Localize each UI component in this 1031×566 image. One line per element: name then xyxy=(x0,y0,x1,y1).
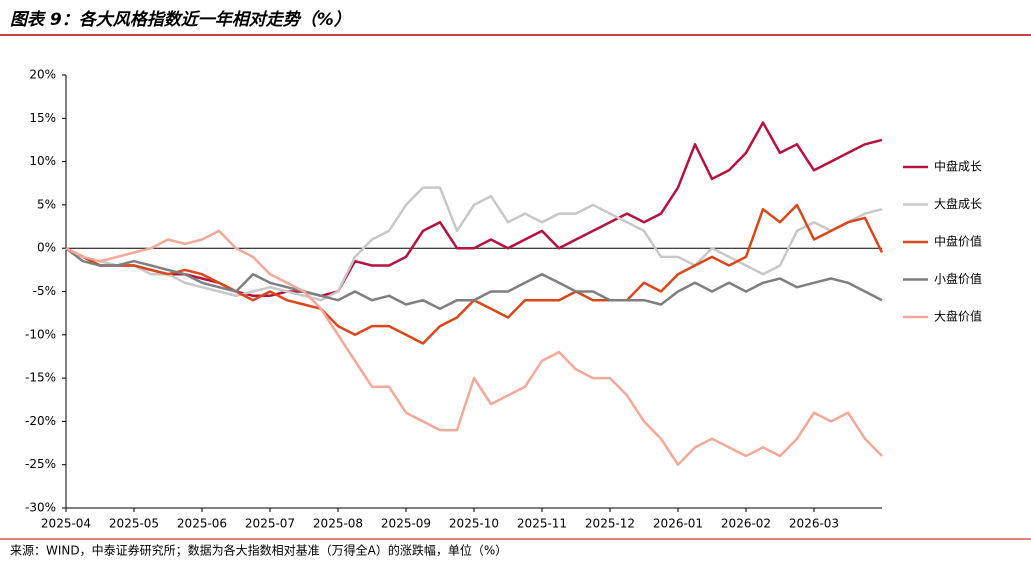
legend-label: 大盘价值 xyxy=(934,309,982,324)
legend-label: 中盘价值 xyxy=(934,234,982,249)
x-tick-label: 2025-10 xyxy=(449,517,499,531)
series-line xyxy=(65,121,883,298)
y-tick-label: -5% xyxy=(33,284,56,298)
y-tick-label: 10% xyxy=(29,154,56,168)
chart-title: 图表 9：各大风格指数近一年相对走势（%） xyxy=(10,10,351,30)
x-tick-label: 2025-05 xyxy=(109,517,159,531)
x-tick-label: 2025-12 xyxy=(585,517,635,531)
series-line xyxy=(65,229,883,466)
source-note: 来源：WIND，中泰证券研究所；数据为各大指数相对基准（万得全A）的涨跌幅，单位… xyxy=(10,543,507,558)
y-tick-label: 20% xyxy=(29,68,56,82)
x-tick-label: 2025-09 xyxy=(381,517,431,531)
legend-label: 小盘价值 xyxy=(934,271,982,286)
legend-label: 大盘成长 xyxy=(934,196,982,211)
y-tick-label: -20% xyxy=(25,414,56,428)
x-tick-label: 2026-01 xyxy=(653,517,703,531)
x-tick-label: 2025-08 xyxy=(313,517,363,531)
x-tick-label: 2026-03 xyxy=(789,517,839,531)
y-tick-label: 5% xyxy=(37,197,56,211)
y-tick-label: 15% xyxy=(29,111,56,125)
y-tick-label: -10% xyxy=(25,327,56,341)
series-line xyxy=(65,247,883,311)
x-tick-label: 2025-07 xyxy=(245,517,295,531)
series-line xyxy=(65,186,883,302)
y-tick-label: -15% xyxy=(25,371,56,385)
y-tick-label: -30% xyxy=(25,501,56,515)
x-tick-label: 2025-11 xyxy=(517,517,567,531)
x-tick-label: 2025-06 xyxy=(177,517,227,531)
y-tick-label: -25% xyxy=(25,457,56,471)
x-tick-label: 2026-02 xyxy=(721,517,771,531)
x-tick-label: 2025-04 xyxy=(41,517,91,531)
legend-label: 中盘成长 xyxy=(934,159,982,174)
y-tick-label: 0% xyxy=(37,241,56,255)
